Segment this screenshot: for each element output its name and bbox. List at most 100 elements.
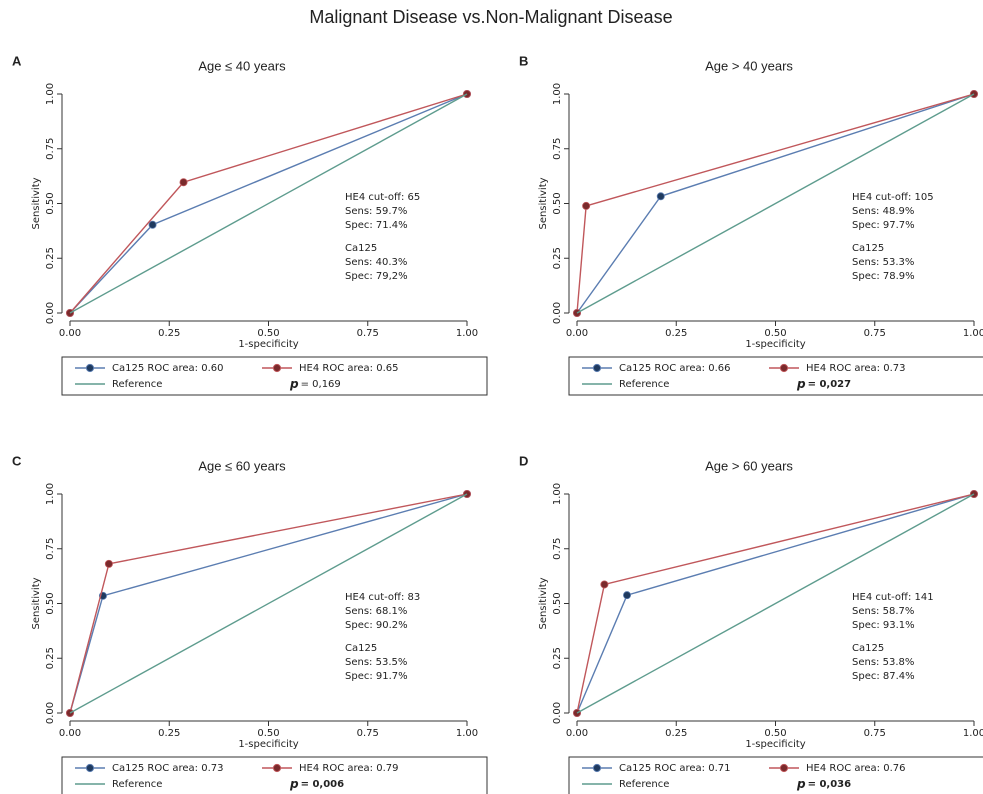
y-tick-label: 0.75 [552,538,563,560]
roc-line [576,93,975,314]
p-text: = 0,036 [808,779,852,790]
annotation: Spec: 91.7% [345,671,408,682]
y-tick-label: 0.25 [552,247,563,269]
p-text: = 0,027 [808,379,852,390]
figure-title: Malignant Disease vs.Non-Malignant Disea… [309,7,672,27]
panel-title: Age > 60 years [705,458,793,473]
roc-line [576,493,975,714]
p-value: p = 0,006 [289,777,344,791]
legend-label: HE4 ROC area: 0.76 [806,763,905,774]
x-tick-label: 0.25 [158,728,180,739]
x-tick-label: 0.75 [357,328,379,339]
panel: A Age ≤ 40 years 0.00 0.25 0.50 0.75 1.00 0.00 0… [12,53,488,396]
panel: C Age ≤ 60 years 0.00 0.25 0.50 0.75 1.00 0.00 0… [12,453,488,794]
annotation: Spec: 93.1% [852,620,915,631]
panel-label: A [12,53,22,68]
annotation: Spec: 78.9% [852,271,915,282]
annotation: Ca125 [345,643,377,654]
x-tick-label: 0.00 [566,728,588,739]
annotation: HE4 cut-off: 83 [345,592,420,603]
x-tick-label: 1.00 [963,328,983,339]
panel-label: C [12,453,22,468]
legend-box [568,356,983,396]
x-tick-label: 0.75 [357,728,379,739]
annotation: Sens: 53.3% [852,257,914,268]
legend-label: HE4 ROC area: 0.73 [806,363,905,374]
x-tick-label: 0.25 [158,328,180,339]
annotation: Ca125 [345,243,377,254]
annotation: Sens: 53.5% [345,657,407,668]
annotation: Ca125 [852,243,884,254]
p-symbol: p [289,777,299,791]
y-tick-label: 0.00 [45,302,56,324]
p-symbol: p [796,777,806,791]
y-tick-label: 0.25 [552,647,563,669]
y-axis-label: Sensitivity [538,177,549,229]
x-tick-label: 1.00 [456,728,478,739]
x-tick-label: 0.75 [864,328,886,339]
y-axis-label: Sensitivity [538,577,549,629]
panel-title: Age > 40 years [705,58,793,73]
legend-label: Reference [619,379,669,390]
legend-label: HE4 ROC area: 0.65 [299,363,398,374]
x-axis-label: 1-specificity [745,739,805,750]
x-tick-label: 0.00 [59,328,81,339]
y-tick-label: 0.75 [552,138,563,160]
y-tick-label: 0.25 [45,247,56,269]
x-tick-label: 0.25 [665,728,687,739]
annotation: Sens: 53.8% [852,657,914,668]
legend-label: Ca125 ROC area: 0.73 [112,763,223,774]
legend-marker [85,763,95,773]
y-axis-label: Sensitivity [31,577,42,629]
x-axis-label: 1-specificity [745,339,805,350]
p-value: p = 0,036 [796,777,851,791]
roc-point [179,178,188,187]
legend-label: Reference [112,379,162,390]
y-tick-label: 1.00 [45,83,56,105]
y-tick-label: 0.75 [45,138,56,160]
legend-marker [272,363,282,373]
roc-point [656,192,665,201]
y-tick-label: 0.25 [45,647,56,669]
x-tick-label: 0.00 [59,728,81,739]
panel-title: Age ≤ 40 years [198,58,286,73]
y-tick-label: 1.00 [552,83,563,105]
annotation: Sens: 48.9% [852,206,914,217]
y-tick-label: 0.00 [552,302,563,324]
x-tick-label: 0.75 [864,728,886,739]
legend-label: Ca125 ROC area: 0.60 [112,363,223,374]
annotation: HE4 cut-off: 65 [345,192,420,203]
annotation: Spec: 87.4% [852,671,915,682]
panel: B Age > 40 years 0.00 0.25 0.50 0.75 1.00 0.00 0… [519,53,983,396]
annotation: Spec: 79,2% [345,271,408,282]
legend-marker [779,363,789,373]
panel-label: D [519,453,528,468]
annotation: Spec: 71.4% [345,220,408,231]
x-tick-label: 0.50 [257,328,279,339]
y-tick-label: 0.00 [45,702,56,724]
x-tick-label: 0.50 [257,728,279,739]
legend-label: HE4 ROC area: 0.79 [299,763,398,774]
legend-marker [592,363,602,373]
y-tick-label: 1.00 [552,483,563,505]
y-tick-label: 0.50 [552,592,563,614]
x-tick-label: 0.25 [665,328,687,339]
y-tick-label: 0.50 [552,192,563,214]
roc-point [623,591,632,600]
p-symbol: p [289,377,299,391]
y-tick-label: 0.00 [552,702,563,724]
legend-box [61,356,488,396]
legend-label: Ca125 ROC area: 0.71 [619,763,730,774]
p-symbol: p [796,377,806,391]
roc-point [148,220,157,229]
x-tick-label: 1.00 [456,328,478,339]
p-text: = 0,006 [301,779,345,790]
y-tick-label: 0.50 [45,192,56,214]
legend-label: Reference [619,779,669,790]
x-axis-label: 1-specificity [238,739,298,750]
y-axis-label: Sensitivity [31,177,42,229]
roc-point [600,580,609,589]
x-tick-label: 0.50 [764,728,786,739]
legend-label: Reference [112,779,162,790]
